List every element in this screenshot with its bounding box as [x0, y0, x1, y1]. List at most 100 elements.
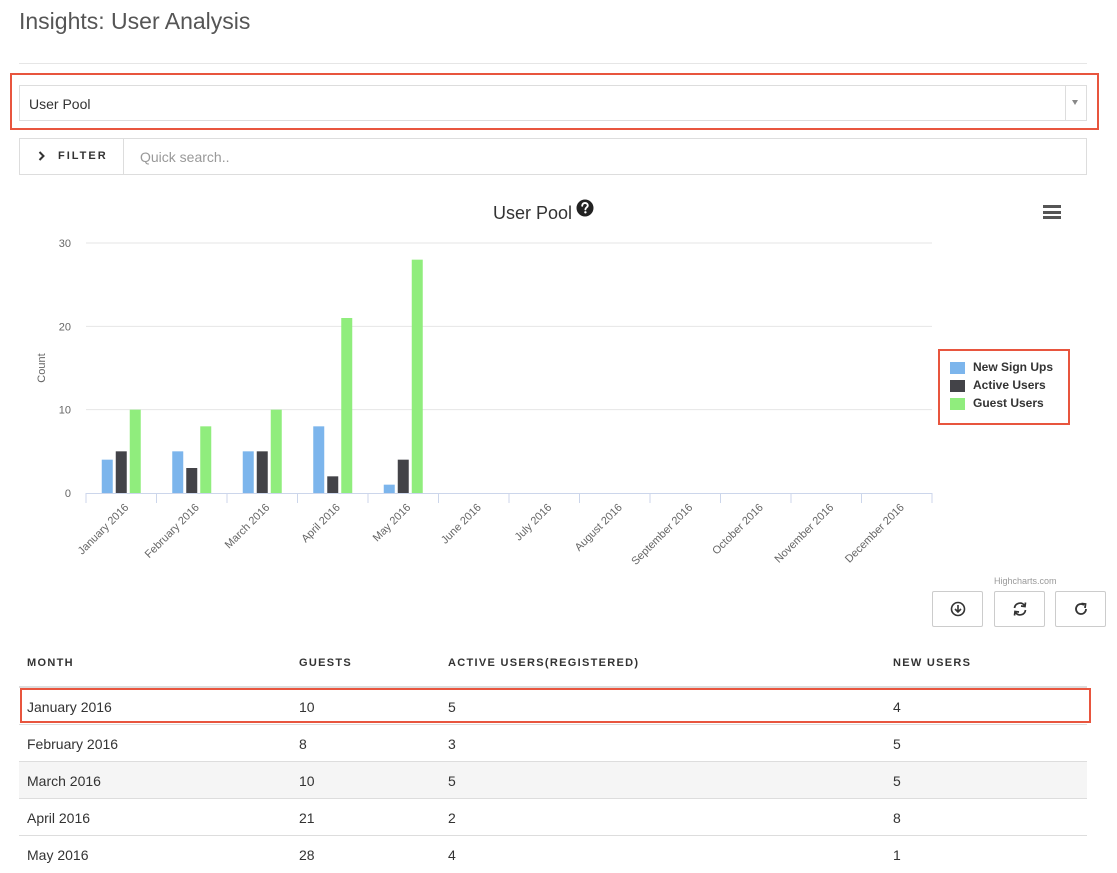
- filter-button[interactable]: FILTER: [20, 139, 124, 174]
- legend-highlight: [938, 349, 1070, 425]
- chevron-right-icon: [38, 151, 45, 161]
- bar[interactable]: [256, 451, 268, 493]
- row-highlight: [20, 688, 1091, 723]
- table-row[interactable]: March 2016 10 5 5: [19, 762, 1087, 799]
- select-toggle[interactable]: [1065, 86, 1086, 120]
- table-row[interactable]: February 2016 8 3 5: [19, 725, 1087, 762]
- bar[interactable]: [242, 451, 254, 493]
- sync-button[interactable]: [994, 591, 1045, 627]
- y-axis-label: Count: [36, 353, 48, 382]
- x-tick-label: January 2016: [76, 502, 132, 558]
- bar[interactable]: [313, 426, 325, 493]
- cell-guests: 10: [299, 699, 315, 715]
- refresh-icon: [1075, 602, 1087, 615]
- bar[interactable]: [411, 259, 423, 493]
- cell-month: April 2016: [27, 810, 91, 826]
- bar[interactable]: [270, 409, 282, 493]
- bar[interactable]: [397, 459, 409, 493]
- hamburger-menu-icon[interactable]: [1043, 205, 1061, 219]
- x-axis-ticks: January 2016 February 2016 March 2016 April…: [76, 502, 907, 568]
- legend-item[interactable]: Active Users: [950, 378, 1053, 396]
- y-tick-label: 0: [65, 488, 71, 500]
- column-header-active-users[interactable]: ACTIVE USERS(REGISTERED): [448, 657, 640, 669]
- legend-item[interactable]: Guest Users: [950, 396, 1053, 414]
- quick-search-input[interactable]: [125, 139, 1080, 174]
- legend-label: Active Users: [973, 378, 1046, 392]
- sync-icon: [1013, 602, 1027, 616]
- column-header-guests[interactable]: GUESTS: [299, 657, 353, 669]
- question-circle-icon[interactable]: [576, 199, 594, 217]
- caret-down-icon: [1072, 100, 1078, 105]
- table-header-rule: [19, 686, 1087, 688]
- x-axis: [85, 493, 933, 503]
- table-row[interactable]: April 2016 21 2 8: [19, 799, 1087, 836]
- report-select-value: User Pool: [29, 96, 91, 112]
- cell-active-users: 5: [448, 773, 456, 789]
- cell-month: March 2016: [27, 773, 101, 789]
- cell-new-users: 4: [893, 699, 901, 715]
- chart-title: User Pool: [492, 203, 573, 223]
- chart-legend: New Sign Ups Active Users Guest Users: [950, 360, 1053, 414]
- page-title: Insights: User Analysis: [19, 8, 251, 34]
- selector-highlight: [10, 73, 1099, 130]
- column-header-new-users[interactable]: NEW USERS: [893, 657, 972, 669]
- cell-guests: 10: [299, 773, 315, 789]
- chart-credits-link[interactable]: Highcharts.com: [994, 576, 1057, 586]
- title-divider: [19, 63, 1087, 64]
- bar[interactable]: [200, 426, 212, 493]
- legend-swatch: [950, 362, 965, 374]
- cell-new-users: 5: [893, 773, 901, 789]
- chart-title-wrap: User Pool: [0, 199, 1087, 224]
- y-tick-label: 20: [59, 321, 71, 333]
- cell-active-users: 5: [448, 699, 456, 715]
- bar[interactable]: [383, 484, 395, 493]
- x-tick-label: October 2016: [710, 502, 766, 558]
- cell-month: January 2016: [27, 699, 112, 715]
- y-axis-ticks: 0 10 20 30: [59, 238, 71, 500]
- download-button[interactable]: [932, 591, 983, 627]
- x-tick-label: March 2016: [223, 502, 273, 552]
- bar[interactable]: [327, 476, 339, 493]
- legend-item[interactable]: New Sign Ups: [950, 360, 1053, 378]
- legend-swatch: [950, 380, 965, 392]
- cell-month: February 2016: [27, 736, 119, 752]
- y-tick-label: 30: [59, 238, 71, 250]
- filter-bar: FILTER: [19, 138, 1087, 175]
- cell-guests: 28: [299, 847, 315, 863]
- x-tick-label: June 2016: [439, 502, 484, 547]
- cell-guests: 21: [299, 810, 315, 826]
- bar[interactable]: [101, 459, 113, 493]
- column-header-month[interactable]: MONTH: [27, 657, 74, 669]
- cell-new-users: 5: [893, 736, 901, 752]
- x-tick-label: August 2016: [573, 502, 625, 554]
- legend-swatch: [950, 398, 965, 410]
- report-select[interactable]: User Pool: [19, 85, 1087, 121]
- refresh-button[interactable]: [1055, 591, 1106, 627]
- user-pool-chart: 0 10 20 30 Count January 2016 February 2016 M…: [36, 238, 933, 568]
- cell-active-users: 4: [448, 847, 456, 863]
- chart-gridlines: [86, 242, 932, 411]
- bar[interactable]: [172, 451, 184, 493]
- bar[interactable]: [341, 318, 353, 493]
- x-tick-label: July 2016: [513, 502, 555, 544]
- cell-new-users: 8: [893, 810, 901, 826]
- chart-bars: [101, 259, 423, 493]
- filter-label: FILTER: [58, 150, 108, 162]
- bar[interactable]: [129, 409, 141, 493]
- table-row[interactable]: May 2016 28 4 1: [19, 836, 1087, 873]
- x-tick-label: September 2016: [629, 502, 695, 568]
- table-row[interactable]: January 2016 10 5 4: [19, 688, 1087, 725]
- cell-active-users: 2: [448, 810, 456, 826]
- cell-guests: 8: [299, 736, 307, 752]
- x-tick-label: April 2016: [299, 502, 343, 546]
- cell-month: May 2016: [27, 847, 89, 863]
- y-tick-label: 10: [59, 405, 71, 417]
- x-tick-label: February 2016: [143, 502, 202, 561]
- bar[interactable]: [115, 451, 127, 493]
- x-tick-label: May 2016: [371, 502, 414, 545]
- cell-active-users: 3: [448, 736, 456, 752]
- bar[interactable]: [186, 468, 198, 493]
- legend-label: New Sign Ups: [973, 360, 1054, 374]
- legend-label: Guest Users: [973, 396, 1044, 410]
- x-tick-label: December 2016: [843, 502, 907, 566]
